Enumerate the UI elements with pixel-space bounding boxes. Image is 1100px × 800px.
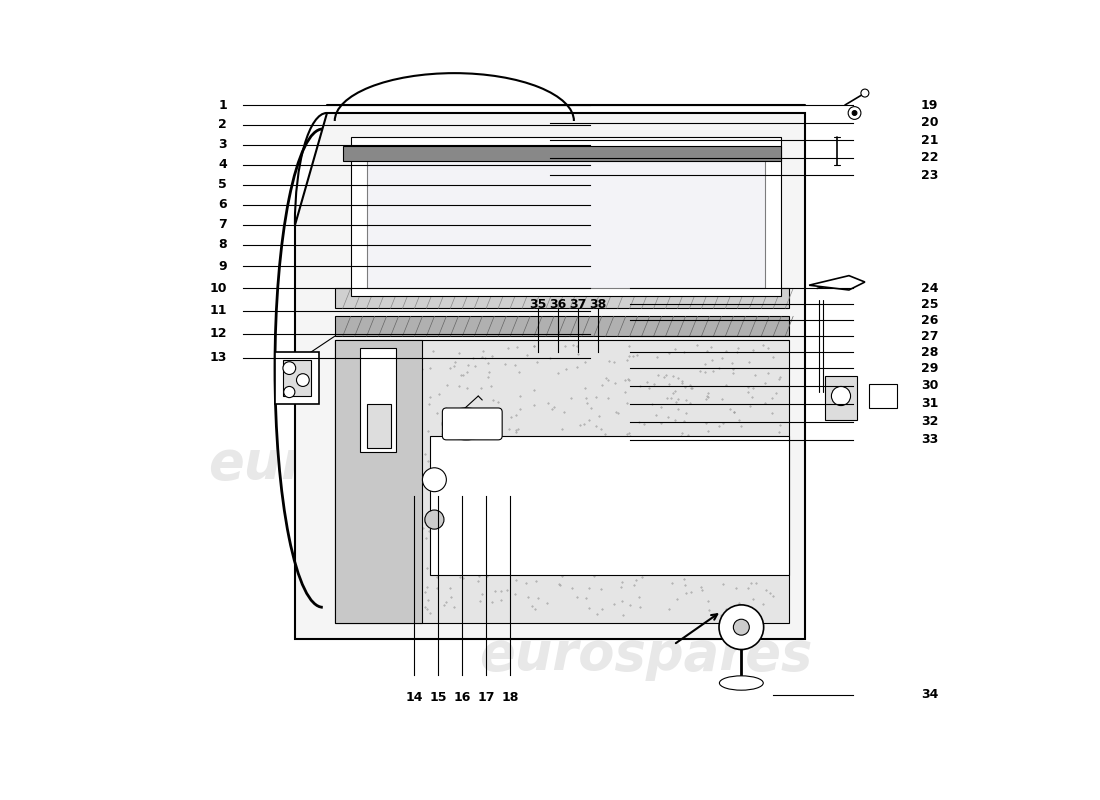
Polygon shape [334, 340, 422, 623]
Text: eurospares: eurospares [478, 629, 813, 681]
Polygon shape [351, 137, 781, 296]
Text: 16: 16 [453, 691, 471, 704]
Polygon shape [430, 436, 789, 575]
Circle shape [861, 89, 869, 97]
Text: 13: 13 [210, 351, 227, 364]
Bar [366, 404, 390, 448]
Text: 12: 12 [210, 327, 227, 340]
Bar [343, 146, 781, 161]
FancyBboxPatch shape [442, 408, 503, 440]
Text: 15: 15 [430, 691, 447, 704]
Bar [869, 384, 896, 408]
Bar [275, 352, 319, 404]
Text: 1: 1 [219, 98, 227, 111]
Text: 8: 8 [219, 238, 227, 251]
Text: 3: 3 [219, 138, 227, 151]
Text: 26: 26 [921, 314, 938, 326]
Bar [283, 360, 311, 396]
Text: 7: 7 [219, 218, 227, 231]
Text: 31: 31 [921, 398, 938, 410]
Circle shape [852, 110, 857, 115]
Text: 4: 4 [219, 158, 227, 171]
Text: 5: 5 [219, 178, 227, 191]
Text: 24: 24 [921, 282, 938, 295]
Text: 30: 30 [921, 379, 938, 392]
Text: eurospares: eurospares [208, 438, 541, 490]
Text: 34: 34 [921, 689, 938, 702]
Text: 2: 2 [219, 118, 227, 131]
Text: 37: 37 [569, 298, 586, 311]
Polygon shape [366, 153, 766, 288]
Text: 20: 20 [921, 116, 938, 129]
Text: 14: 14 [406, 691, 424, 704]
Polygon shape [295, 113, 805, 639]
Polygon shape [810, 276, 865, 290]
Text: 35: 35 [529, 298, 547, 311]
Bar [334, 288, 789, 308]
Text: 27: 27 [921, 330, 938, 342]
Ellipse shape [719, 676, 763, 690]
Polygon shape [334, 340, 789, 623]
Text: 19: 19 [921, 98, 938, 111]
Text: 11: 11 [210, 304, 227, 318]
Bar [334, 316, 789, 336]
Circle shape [734, 619, 749, 635]
Text: 21: 21 [921, 134, 938, 146]
Text: 38: 38 [590, 298, 606, 311]
Text: 25: 25 [921, 298, 938, 311]
Circle shape [297, 374, 309, 386]
Circle shape [848, 106, 861, 119]
Bar [825, 376, 857, 420]
Circle shape [422, 468, 447, 492]
Text: 6: 6 [219, 198, 227, 211]
Text: 28: 28 [921, 346, 938, 358]
Text: 9: 9 [219, 259, 227, 273]
Text: 32: 32 [921, 415, 938, 428]
Circle shape [284, 386, 295, 398]
Text: 18: 18 [502, 691, 519, 704]
Text: 17: 17 [477, 691, 495, 704]
Circle shape [425, 510, 444, 529]
Bar [361, 348, 396, 452]
Circle shape [283, 362, 296, 374]
Text: 10: 10 [210, 282, 227, 295]
Circle shape [832, 386, 850, 406]
Text: 22: 22 [921, 151, 938, 164]
Circle shape [719, 605, 763, 650]
Text: 23: 23 [921, 169, 938, 182]
Text: 29: 29 [921, 362, 938, 374]
Text: 36: 36 [549, 298, 566, 311]
Text: 33: 33 [921, 434, 938, 446]
Ellipse shape [442, 408, 491, 440]
